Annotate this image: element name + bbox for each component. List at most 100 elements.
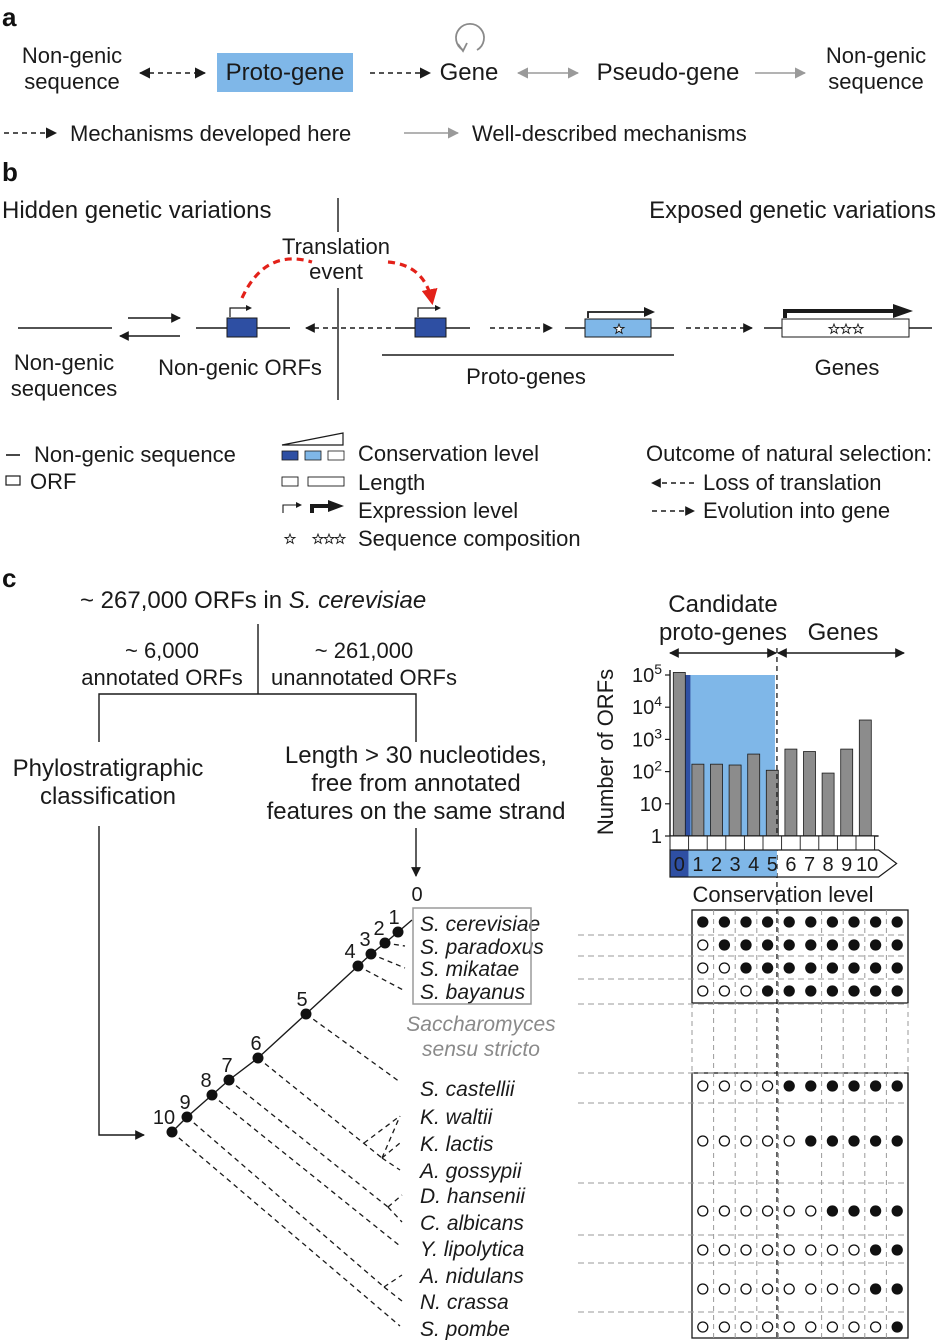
species-label: S. pombe — [420, 1318, 510, 1340]
nongenic-sequences-line2: sequences — [11, 376, 117, 401]
panel-c-label: c — [2, 563, 16, 593]
nongenic-orfs-label: Non-genic ORFs — [158, 355, 322, 380]
expression-high-icon-head — [328, 500, 344, 512]
expression-low-icon — [282, 504, 298, 513]
empty-dot — [848, 1321, 860, 1333]
legend-length: Length — [358, 470, 425, 495]
tree-node — [166, 1126, 178, 1138]
filled-dot — [891, 1244, 903, 1256]
empty-dot — [848, 1244, 860, 1256]
bar — [858, 719, 872, 837]
filled-dot — [891, 1080, 903, 1092]
orf-bar-chart: Candidate proto-genes Genes Number of OR… — [593, 591, 905, 1338]
proto-orf-box-1 — [414, 317, 447, 338]
star-icon — [284, 533, 296, 544]
length-filter-line1: Length > 30 nucleotides, — [285, 742, 547, 769]
filled-dot — [848, 985, 860, 997]
empty-dot — [697, 1244, 709, 1256]
proto-genes-label: Proto-genes — [466, 364, 586, 389]
y-tick-label: 102 — [632, 758, 662, 784]
filled-dot — [805, 985, 817, 997]
annotated-label: annotated ORFs — [81, 665, 242, 690]
species-label: S. cerevisiae — [420, 913, 540, 936]
bar — [784, 748, 798, 837]
y-tick-label: 104 — [632, 693, 662, 719]
panel-b-label: b — [2, 157, 18, 187]
self-loop-arrow — [455, 22, 485, 51]
expression-high-icon — [310, 504, 330, 513]
red-curve-left — [240, 257, 313, 299]
length-short-icon — [281, 476, 299, 487]
tree-node — [252, 1052, 264, 1064]
tree-branch — [186, 1116, 385, 1288]
empty-dot — [740, 1080, 752, 1092]
empty-dot — [805, 1283, 817, 1295]
y-tick-label: 105 — [632, 661, 662, 687]
empty-dot — [761, 1244, 774, 1256]
filled-dot — [761, 985, 774, 997]
filled-dot — [869, 1205, 882, 1217]
expression-arrow-proto2 — [587, 311, 648, 318]
tree-node — [300, 1008, 312, 1020]
header-genes: Genes — [808, 619, 879, 646]
legend-dashed-text: Mechanisms developed here — [70, 121, 351, 146]
hidden-variations: Hidden genetic variations — [2, 197, 272, 224]
legend-nongenic-seq: Non-genic sequence — [34, 442, 236, 467]
sensu-stricto-line2: sensu stricto — [422, 1038, 540, 1061]
legend-seq-composition: Sequence composition — [358, 526, 581, 551]
bar — [747, 753, 761, 837]
empty-dot — [826, 1321, 839, 1333]
species-label: K. lactis — [420, 1133, 494, 1156]
filled-dot — [848, 962, 860, 974]
pseudo-gene-label: Pseudo-gene — [597, 59, 740, 86]
species-label: S. mikatae — [420, 958, 519, 981]
filled-dot — [805, 939, 817, 951]
node-label: 1 — [388, 907, 399, 929]
node-label: 4 — [344, 941, 355, 963]
filled-dot — [826, 1080, 839, 1092]
expression-arrow-proto1 — [417, 307, 437, 317]
bar — [821, 772, 835, 837]
filled-dot — [826, 962, 839, 974]
star-icon — [334, 533, 346, 544]
filled-dot — [805, 916, 817, 928]
node-label: 2 — [373, 918, 384, 940]
tree-node — [223, 1074, 235, 1086]
filled-dot — [891, 1135, 903, 1147]
filled-dot — [891, 985, 903, 997]
filled-dot — [826, 939, 839, 951]
tree-node — [379, 937, 391, 949]
filled-dot — [869, 985, 882, 997]
bar — [803, 751, 816, 837]
expression-arrow-proto1-head — [435, 305, 441, 311]
expression-arrow-gene — [783, 309, 895, 318]
empty-dot — [848, 1283, 860, 1295]
conservation-mid-icon — [304, 450, 322, 461]
tree-branch — [357, 965, 406, 992]
length-filter-line3: features on the same strand — [267, 798, 566, 825]
nongenic-orf-box — [226, 317, 258, 338]
empty-dot — [740, 1321, 752, 1333]
filled-dot — [740, 916, 752, 928]
empty-dot — [718, 1135, 731, 1147]
filled-dot — [697, 916, 709, 928]
panel-a-label: a — [2, 2, 17, 32]
orf-total-species: S. cerevisiae — [289, 587, 426, 614]
x-tick-label: 5 — [767, 854, 778, 876]
translation-event-line1: Translation — [282, 234, 390, 259]
legend-orf-icon — [5, 475, 21, 486]
legend-solid-text: Well-described mechanisms — [472, 121, 747, 146]
length-long-icon — [307, 476, 345, 487]
empty-dot — [718, 1205, 731, 1217]
filled-dot — [869, 1283, 882, 1295]
empty-dot — [740, 1135, 752, 1147]
non-genic-right-line1: Non-genic — [826, 43, 926, 68]
empty-dot — [740, 1283, 752, 1295]
filled-dot — [826, 1205, 839, 1217]
strip-level0 — [670, 850, 689, 877]
header-candidates-line1: Candidate — [668, 591, 777, 618]
x-axis-label: Conservation level — [693, 882, 874, 907]
empty-dot — [761, 1080, 774, 1092]
legend-expression: Expression level — [358, 498, 518, 523]
filled-dot — [740, 939, 752, 951]
